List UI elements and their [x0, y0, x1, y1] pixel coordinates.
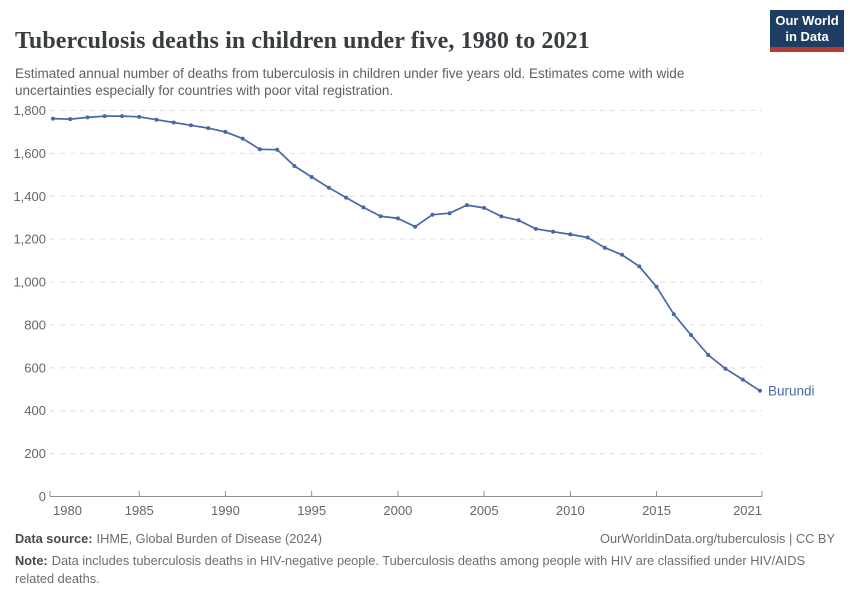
- data-point-marker[interactable]: [344, 195, 349, 200]
- data-point-marker[interactable]: [68, 117, 73, 122]
- data-point-marker[interactable]: [309, 175, 314, 179]
- attribution-link[interactable]: OurWorldinData.org/tuberculosis | CC BY: [600, 531, 835, 546]
- data-point-marker[interactable]: [171, 120, 176, 125]
- data-point-marker[interactable]: [206, 126, 211, 131]
- data-point-marker[interactable]: [551, 229, 556, 234]
- data-point-marker[interactable]: [499, 214, 504, 219]
- data-source-value: IHME, Global Burden of Disease (2024): [96, 531, 323, 546]
- y-tick-label: 1,400: [13, 189, 46, 204]
- data-point-marker[interactable]: [240, 136, 245, 141]
- x-tick-label: 1995: [297, 503, 326, 518]
- data-source-text: Data source: IHME, Global Burden of Disea…: [15, 531, 322, 546]
- data-point-marker[interactable]: [706, 353, 711, 357]
- y-tick-label: 800: [24, 317, 46, 332]
- data-point-marker[interactable]: [137, 114, 142, 119]
- y-tick-label: 200: [24, 446, 46, 461]
- data-point-marker[interactable]: [637, 264, 642, 269]
- x-tick-label: 2005: [470, 503, 499, 518]
- data-source-label: Data source:: [15, 531, 93, 546]
- y-tick-label: 1,200: [13, 232, 46, 247]
- y-tick-label: 600: [24, 360, 46, 375]
- data-point-marker[interactable]: [430, 212, 435, 217]
- note-value: Data includes tuberculosis deaths in HIV…: [15, 553, 806, 586]
- owid-logo[interactable]: Our World in Data: [770, 10, 844, 52]
- data-point-marker[interactable]: [723, 366, 728, 371]
- data-point-marker[interactable]: [120, 114, 124, 119]
- chart-subtitle: Estimated annual number of deaths from t…: [15, 65, 685, 99]
- x-tick-label: 1980: [53, 503, 82, 518]
- owid-logo-line1: Our World: [775, 12, 839, 28]
- trend-line[interactable]: [52, 115, 761, 392]
- data-point-marker[interactable]: [516, 218, 521, 223]
- data-point-marker[interactable]: [758, 388, 762, 393]
- y-tick-label: 1,600: [13, 146, 46, 161]
- data-point-marker[interactable]: [740, 377, 745, 382]
- data-point-marker[interactable]: [413, 224, 418, 229]
- data-point-marker[interactable]: [189, 123, 193, 128]
- y-tick-label: 1,800: [13, 103, 46, 118]
- data-point-marker[interactable]: [689, 333, 693, 337]
- data-point-marker[interactable]: [326, 185, 331, 190]
- page-title: Tuberculosis deaths in children under fi…: [15, 28, 590, 55]
- series-burundi[interactable]: [51, 114, 762, 393]
- y-tick-label: 1,000: [13, 275, 46, 290]
- x-tick-label: 2000: [383, 503, 412, 518]
- data-point-marker[interactable]: [292, 164, 297, 168]
- data-point-marker[interactable]: [51, 116, 55, 121]
- x-tick-label: 1985: [125, 503, 154, 518]
- footer-note: Note: Data includes tuberculosis deaths i…: [15, 552, 827, 587]
- footer-source-row: Data source: IHME, Global Burden of Disea…: [15, 531, 835, 546]
- x-tick-label: 2015: [642, 503, 671, 518]
- data-point-marker[interactable]: [533, 226, 538, 231]
- data-point-marker[interactable]: [671, 312, 676, 317]
- x-tick-label: 1990: [211, 503, 240, 518]
- data-point-marker[interactable]: [257, 147, 262, 152]
- data-point-marker[interactable]: [482, 205, 487, 210]
- data-point-marker[interactable]: [378, 214, 383, 219]
- note-label: Note:: [15, 553, 48, 568]
- data-point-marker[interactable]: [620, 252, 624, 257]
- x-tick-label: 2010: [556, 503, 585, 518]
- data-point-marker[interactable]: [602, 245, 607, 250]
- y-tick-label: 0: [39, 489, 46, 504]
- x-tick-label: 2021: [733, 503, 762, 518]
- data-point-marker[interactable]: [585, 235, 590, 240]
- y-tick-label: 400: [24, 403, 46, 418]
- series-end-label-burundi[interactable]: Burundi: [768, 383, 815, 398]
- data-point-marker[interactable]: [464, 203, 469, 208]
- data-point-marker[interactable]: [102, 114, 107, 119]
- owid-logo-line2: in Data: [785, 28, 829, 44]
- data-point-marker[interactable]: [395, 216, 400, 221]
- x-axis-labels: 1980 1985 1990 1995 2000 2005 2010 2015 2021: [53, 503, 762, 518]
- data-point-marker[interactable]: [275, 147, 280, 152]
- data-point-marker[interactable]: [447, 211, 452, 216]
- data-point-marker[interactable]: [654, 284, 659, 289]
- data-point-marker[interactable]: [361, 205, 366, 210]
- y-axis-labels: 0 200 400 600 800 1,000 1,200 1,400 1,600 1,800: [13, 103, 46, 504]
- x-axis: [49, 491, 763, 497]
- y-gridlines: [50, 110, 762, 455]
- data-point-marker[interactable]: [154, 117, 159, 122]
- data-point-marker[interactable]: [568, 232, 573, 237]
- data-point-marker[interactable]: [85, 115, 90, 120]
- data-point-marker[interactable]: [223, 129, 228, 134]
